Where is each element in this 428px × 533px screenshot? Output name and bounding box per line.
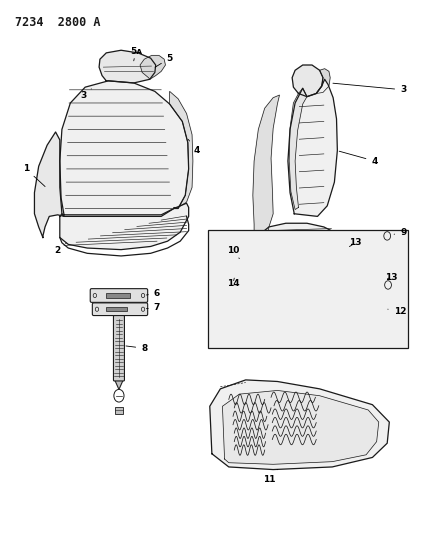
Text: 8: 8 <box>126 344 147 353</box>
FancyBboxPatch shape <box>90 289 148 302</box>
Text: 5ᴀ: 5ᴀ <box>130 47 142 61</box>
Polygon shape <box>60 203 189 249</box>
Text: 12: 12 <box>388 307 406 316</box>
Text: 7234  2800 A: 7234 2800 A <box>15 16 101 29</box>
FancyBboxPatch shape <box>92 303 148 316</box>
Text: 1: 1 <box>23 164 45 187</box>
Polygon shape <box>216 256 311 284</box>
Polygon shape <box>261 223 336 260</box>
Bar <box>106 293 130 297</box>
Text: 4: 4 <box>188 140 200 155</box>
Text: 13: 13 <box>385 272 398 281</box>
Text: 5: 5 <box>155 54 173 67</box>
Polygon shape <box>223 391 379 464</box>
Bar <box>106 307 128 311</box>
Polygon shape <box>292 65 323 96</box>
Text: 9: 9 <box>394 228 407 237</box>
Bar <box>208 230 408 348</box>
Polygon shape <box>253 95 279 251</box>
Polygon shape <box>356 271 382 292</box>
Polygon shape <box>289 88 307 209</box>
Polygon shape <box>210 380 389 470</box>
Polygon shape <box>347 241 367 264</box>
Polygon shape <box>60 81 189 215</box>
Text: 4: 4 <box>339 151 378 166</box>
Text: 7: 7 <box>146 303 160 312</box>
Polygon shape <box>140 55 165 79</box>
Bar <box>115 407 123 414</box>
FancyBboxPatch shape <box>113 316 125 381</box>
Text: 3: 3 <box>333 83 406 94</box>
Text: 13: 13 <box>349 238 362 247</box>
Text: 6: 6 <box>146 289 160 298</box>
Polygon shape <box>169 91 193 208</box>
Text: 10: 10 <box>227 246 239 259</box>
Polygon shape <box>316 69 330 93</box>
Polygon shape <box>35 132 64 238</box>
Polygon shape <box>218 272 237 290</box>
Text: 3: 3 <box>80 89 92 100</box>
Text: 14: 14 <box>227 278 239 288</box>
Polygon shape <box>288 79 337 216</box>
Text: 2: 2 <box>55 243 66 255</box>
Polygon shape <box>99 50 156 83</box>
Polygon shape <box>115 380 123 390</box>
Text: 11: 11 <box>263 470 277 483</box>
Polygon shape <box>346 308 391 334</box>
